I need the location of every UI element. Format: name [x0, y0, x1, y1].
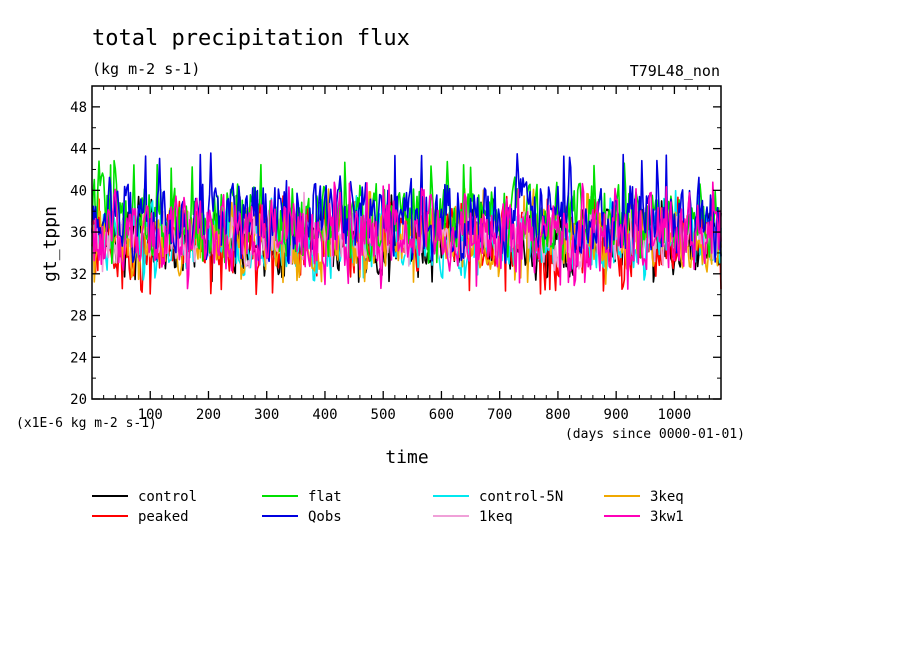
x-tick-label: 700 — [487, 407, 512, 423]
y-tick-label: 40 — [70, 183, 87, 199]
legend-label: Qobs — [308, 509, 342, 525]
y-tick-label: 32 — [70, 267, 87, 283]
series-line-3kw1 — [91, 181, 722, 290]
x-tick-label: 500 — [371, 407, 396, 423]
x-tick-label: 100 — [138, 407, 163, 423]
chart-units: (kg m-2 s-1) — [92, 60, 200, 78]
legend-label: 1keq — [479, 509, 513, 525]
x-tick-label: 400 — [312, 407, 337, 423]
chart-title: total precipitation flux — [92, 26, 410, 51]
legend-label: flat — [308, 489, 342, 505]
y-tick-label: 44 — [70, 142, 87, 158]
legend-label: 3keq — [650, 489, 684, 505]
legend-label: 3kw1 — [650, 509, 684, 525]
x-tick-label: 200 — [196, 407, 221, 423]
y-scale-note: (x1E-6 kg m-2 s-1) — [16, 416, 157, 431]
legend: control flat control-5N 3keq peaked Qobs 1keq 3… — [92, 489, 684, 525]
x-tick-label: 1000 — [658, 407, 692, 423]
y-tick-label: 24 — [70, 350, 87, 366]
run-label: T79L48_non — [630, 62, 720, 80]
y-tick-label: 36 — [70, 225, 87, 241]
legend-label: control — [138, 489, 197, 505]
x-tick-label: 600 — [429, 407, 454, 423]
legend-label: control-5N — [479, 489, 563, 505]
x-units-label: (days since 0000-01-01) — [565, 427, 745, 442]
x-axis: 100 200 300 400 500 600 700 800 900 1000 — [103, 86, 710, 423]
x-tick-label: 800 — [545, 407, 570, 423]
y-axis: 20 24 28 32 36 40 44 48 — [70, 100, 721, 408]
y-tick-label: 20 — [70, 392, 87, 408]
x-axis-label: time — [385, 447, 428, 468]
y-tick-label: 48 — [70, 100, 87, 116]
y-tick-label: 28 — [70, 309, 87, 325]
series-layer — [91, 152, 722, 296]
legend-label: peaked — [138, 509, 189, 525]
x-tick-label: 900 — [604, 407, 629, 423]
x-tick-label: 300 — [254, 407, 279, 423]
y-axis-label: gt_tppn — [40, 206, 61, 282]
